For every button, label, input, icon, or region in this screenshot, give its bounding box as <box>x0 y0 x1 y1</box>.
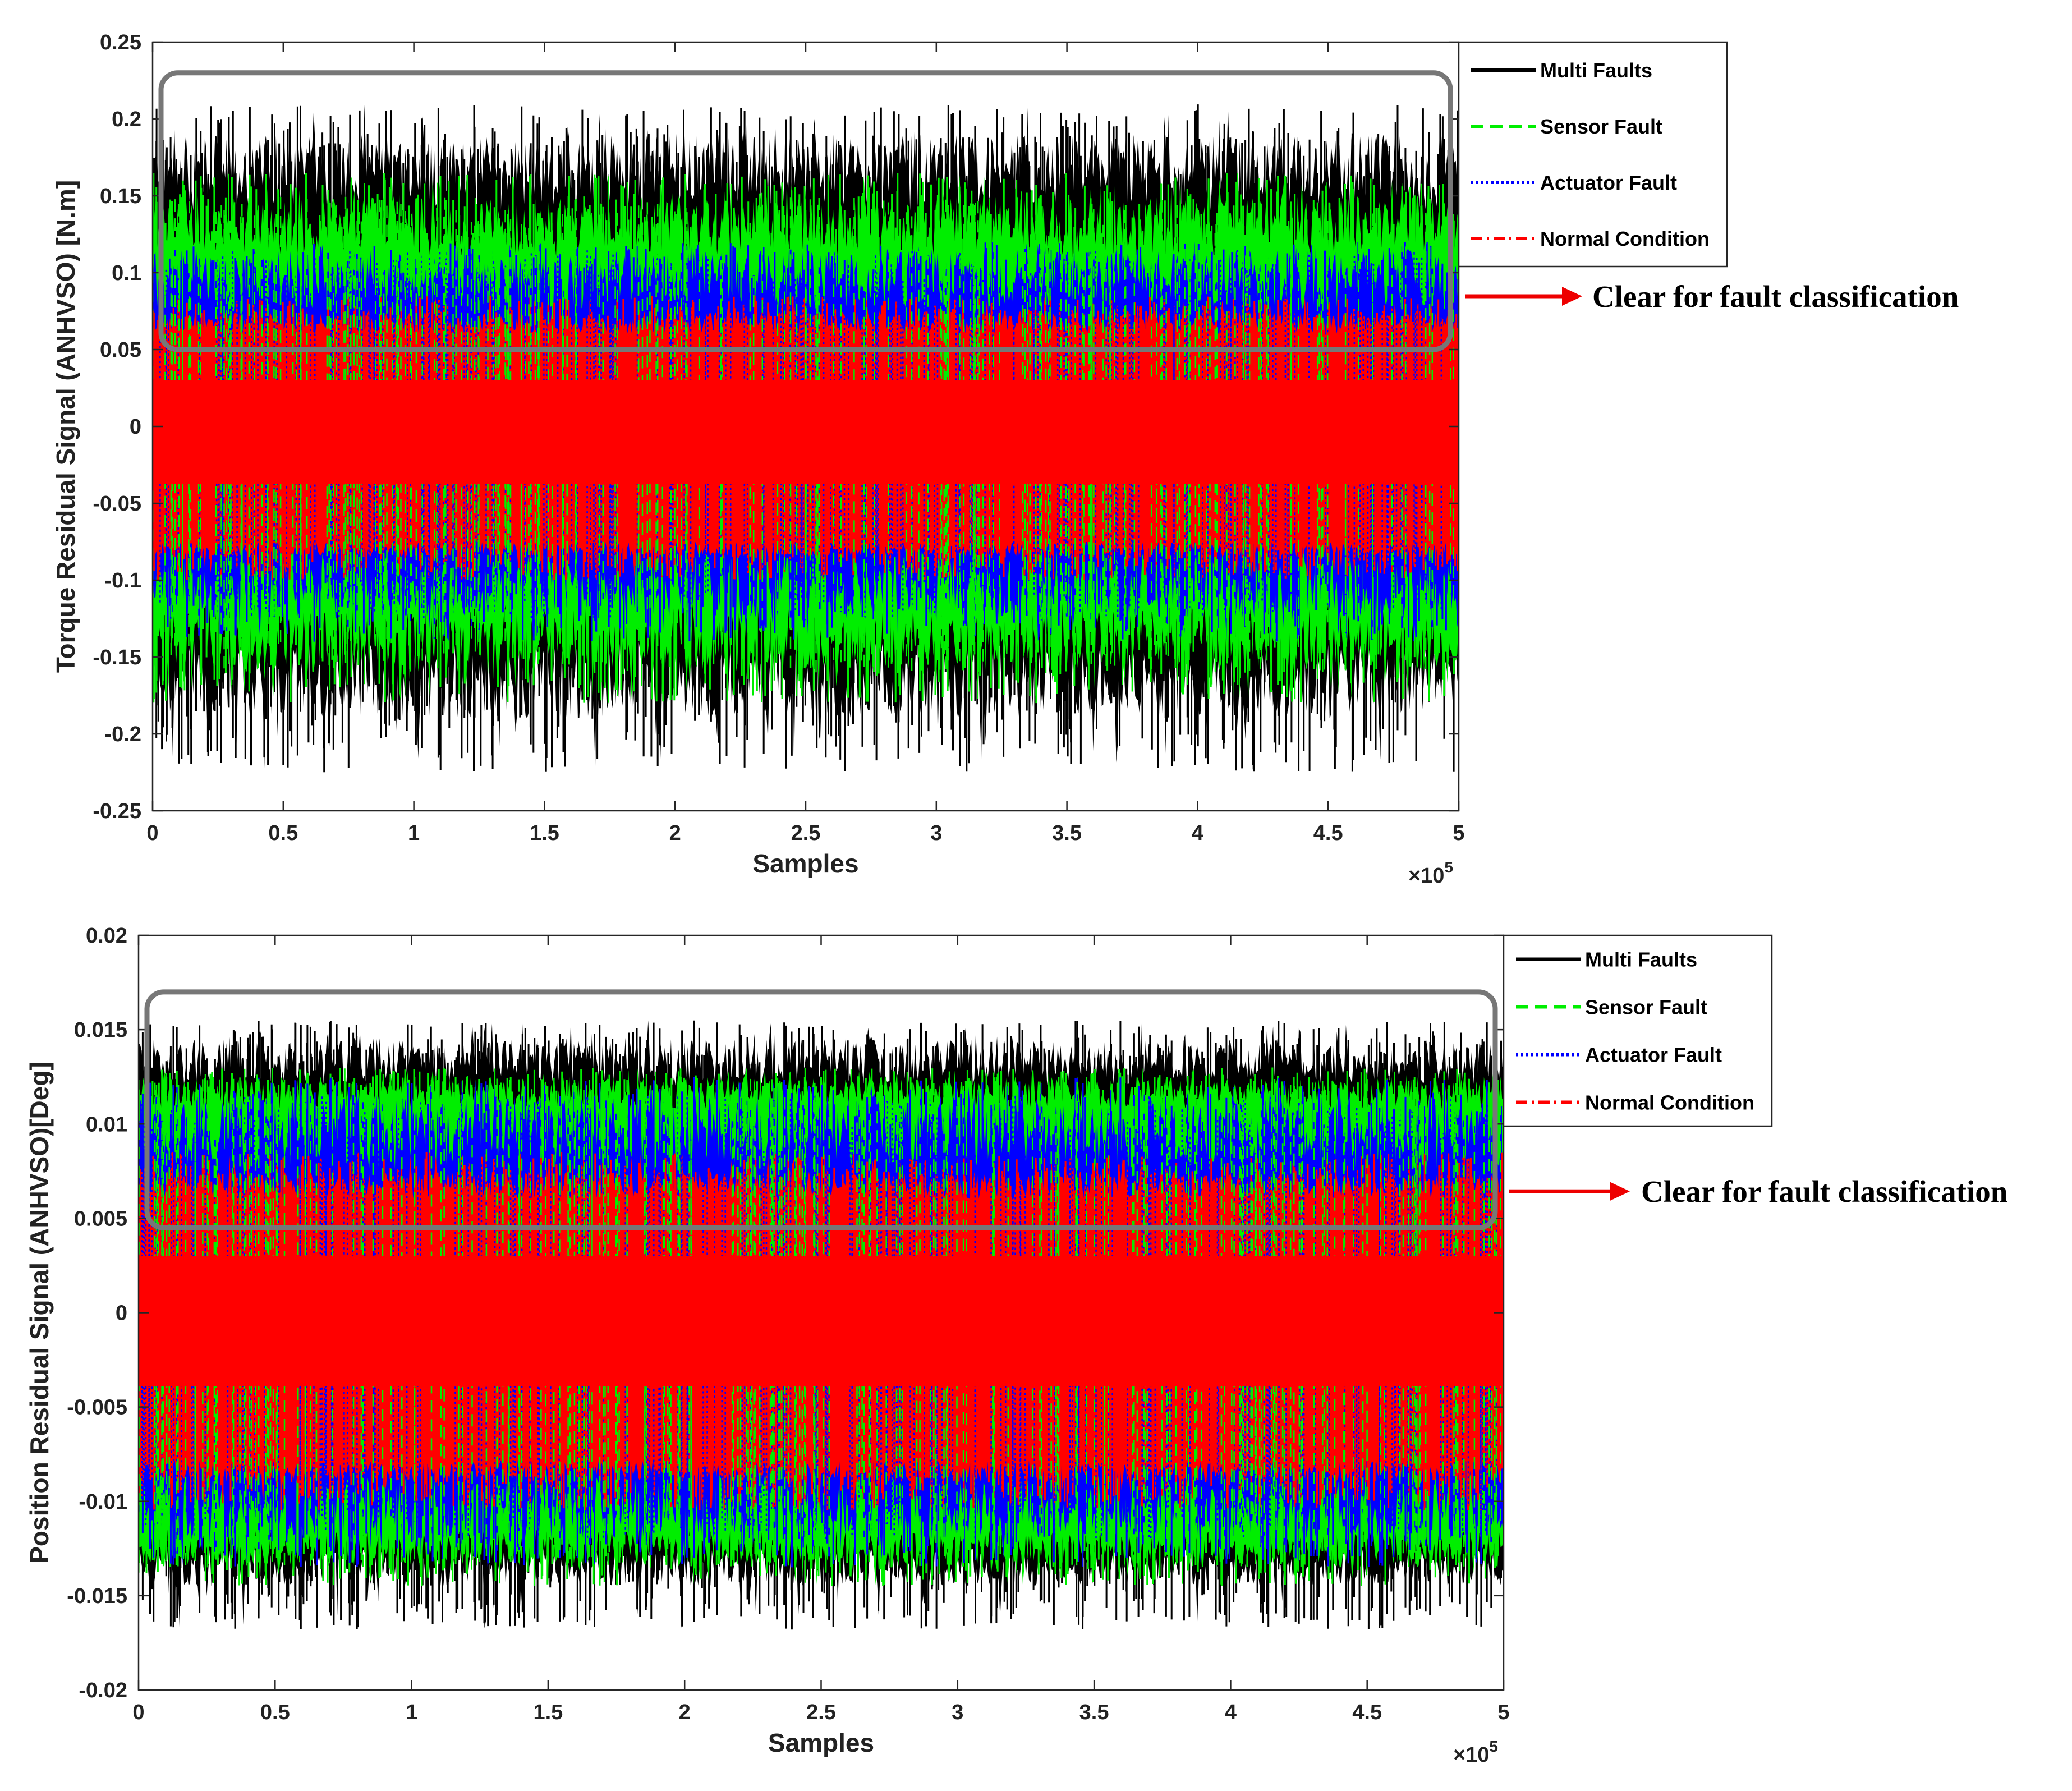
series-overlap <box>139 1077 1504 1568</box>
legend: Multi Faults Sensor Fault Actuator Fault No… <box>1503 934 1773 1127</box>
y-tick-label: -0.015 <box>67 1585 127 1608</box>
x-tick-label: 3 <box>952 1701 963 1724</box>
y-axis-title: Position Residual Signal (ANHVSO)[Deg] <box>25 1062 54 1564</box>
x-tick-label: 1 <box>408 821 420 845</box>
y-tick-label: 0 <box>116 1302 127 1325</box>
signal-traces <box>153 104 1459 773</box>
legend-label-1: Sensor Fault <box>1540 115 1662 138</box>
x-tick-label: 3 <box>930 821 942 845</box>
signal-traces <box>139 1020 1504 1630</box>
y-tick-label: -0.05 <box>93 492 141 516</box>
series-spikes-1 <box>139 1077 1504 1568</box>
x-tick-label: 2.5 <box>791 821 821 845</box>
arrow-head <box>1610 1182 1630 1201</box>
series-spikes <box>153 296 1459 580</box>
x-multiplier: ×105 <box>1408 858 1453 888</box>
x-tick-label: 2 <box>669 821 681 845</box>
x-tick-label: 1.5 <box>530 821 559 845</box>
legend-label-0: Multi Faults <box>1585 948 1697 971</box>
y-tick-label: 0.05 <box>100 338 141 362</box>
y-tick-label: 0.01 <box>86 1113 127 1136</box>
y-tick-label: 0 <box>130 415 141 439</box>
annotation-text: Clear for fault classification <box>1641 1174 2007 1209</box>
y-tick-label: 0.02 <box>86 924 127 948</box>
legend-label-3: Normal Condition <box>1540 227 1710 250</box>
x-tick-label: 1 <box>406 1701 417 1724</box>
x-tick-label: 4 <box>1192 821 1203 845</box>
x-tick-label: 4.5 <box>1352 1701 1382 1724</box>
series-spikes <box>139 1152 1503 1511</box>
y-tick-label: 0.2 <box>112 108 141 131</box>
x-tick-label: 3.5 <box>1052 821 1082 845</box>
legend-label-3: Normal Condition <box>1585 1091 1754 1114</box>
legend-label-1: Sensor Fault <box>1585 996 1707 1019</box>
x-multiplier-exp: 5 <box>1489 1738 1498 1755</box>
y-tick-label: -0.005 <box>67 1396 127 1420</box>
annotation: Clear for fault classification <box>1509 1174 2007 1209</box>
annotation: Clear for fault classification <box>1465 279 1959 314</box>
highlight-box <box>158 70 1453 352</box>
series-overlap <box>153 196 1454 673</box>
x-multiplier-base: ×10 <box>1453 1743 1489 1767</box>
legend-label-0: Multi Faults <box>1540 59 1652 82</box>
x-tick-label: 2.5 <box>806 1701 836 1724</box>
y-tick-label: 0.015 <box>74 1018 127 1042</box>
ticks: 0 0.5 1 1.5 2 2.5 3 3.5 4 4.5 5 -0.25 -0.2 -0.15 -0.1 -… <box>93 31 1464 845</box>
x-tick-label: 4 <box>1225 1701 1237 1724</box>
position-residual-chart: 0 0.5 1 1.5 2 2.5 3 3.5 4 4.5 5 -0.02 -0.015 -0.01 -0.… <box>25 924 2007 1767</box>
x-tick-label: 4.5 <box>1313 821 1343 845</box>
y-tick-label: -0.01 <box>79 1490 127 1514</box>
legend-box <box>1458 41 1728 268</box>
y-tick-label: 0.15 <box>100 185 141 208</box>
x-tick-label: 0 <box>132 1701 144 1724</box>
x-multiplier: ×105 <box>1453 1738 1498 1767</box>
ticks: 0 0.5 1 1.5 2 2.5 3 3.5 4 4.5 5 -0.02 -0.015 -0.01 -0.… <box>67 924 1509 1724</box>
y-tick-label: 0.1 <box>112 261 141 285</box>
series-spikes-1 <box>153 196 1454 673</box>
x-tick-label: 0.5 <box>268 821 298 845</box>
y-tick-label: -0.2 <box>105 723 141 746</box>
x-axis-title: Samples <box>768 1728 874 1757</box>
x-tick-label: 2 <box>679 1701 691 1724</box>
highlight-box <box>144 989 1498 1230</box>
x-tick-label: 0 <box>146 821 158 845</box>
legend-box <box>1503 934 1773 1127</box>
x-tick-label: 3.5 <box>1079 1701 1109 1724</box>
x-multiplier-exp: 5 <box>1444 858 1453 876</box>
y-axis-title: Torque Residual Signal (ANHVSO) [N.m] <box>51 180 80 673</box>
y-tick-label: -0.25 <box>93 800 141 823</box>
arrow-head <box>1562 287 1582 306</box>
legend-label-2: Actuator Fault <box>1540 171 1677 194</box>
x-axis-title: Samples <box>752 849 858 878</box>
x-tick-label: 5 <box>1497 1701 1509 1724</box>
x-tick-label: 0.5 <box>260 1701 290 1724</box>
x-tick-label: 1.5 <box>533 1701 563 1724</box>
annotation-text: Clear for fault classification <box>1592 279 1959 314</box>
y-tick-label: -0.15 <box>93 646 141 669</box>
y-tick-label: 0.25 <box>100 31 141 54</box>
y-tick-label: -0.02 <box>79 1679 127 1702</box>
y-tick-label: 0.005 <box>74 1207 127 1230</box>
series-spikes-2 <box>159 250 1442 619</box>
legend-label-2: Actuator Fault <box>1585 1044 1722 1067</box>
legend: Multi Faults Sensor Fault Actuator Fault No… <box>1458 41 1728 268</box>
x-multiplier-base: ×10 <box>1408 864 1444 888</box>
torque-residual-chart: 0 0.5 1 1.5 2 2.5 3 3.5 4 4.5 5 -0.25 -0.2 -0.15 -0.1 -… <box>51 31 1959 888</box>
y-tick-label: -0.1 <box>105 569 141 593</box>
x-tick-label: 5 <box>1453 821 1464 845</box>
